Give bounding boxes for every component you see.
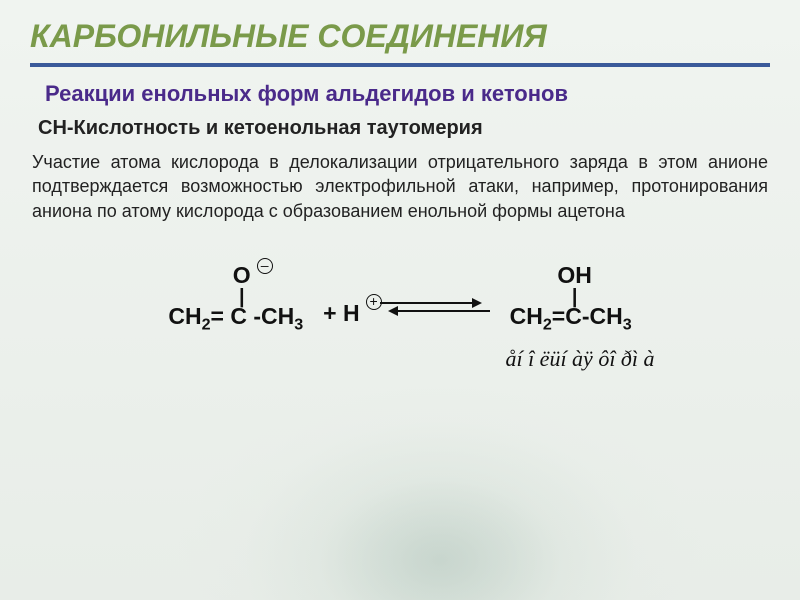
frag: 2 bbox=[202, 315, 211, 333]
bond-vertical: | bbox=[572, 291, 578, 303]
formula-right: CH2=C-CH3 bbox=[510, 303, 632, 335]
oh-label: OH bbox=[557, 262, 592, 288]
section-heading: СН-Кислотность и кетоенольная таутомерия bbox=[0, 117, 800, 150]
minus-charge-icon: – bbox=[257, 258, 273, 274]
frag: = C -CH bbox=[211, 303, 295, 329]
molecule-right: OH | CH2=C-CH3 bbox=[510, 253, 632, 335]
frag: 2 bbox=[543, 315, 552, 333]
plus-h-text: + H bbox=[323, 300, 359, 326]
reaction-row: O – | CH2= C -CH3 + H + OH | CH2=C-CH3 bbox=[0, 241, 800, 339]
formula-left: CH2= C -CH3 bbox=[168, 303, 303, 335]
oxygen-anion: O – bbox=[233, 262, 251, 289]
frag: 3 bbox=[294, 315, 303, 333]
hydroxyl: OH bbox=[557, 262, 592, 289]
frag: =C-CH bbox=[552, 303, 623, 329]
frag: 3 bbox=[623, 315, 632, 333]
arrow-reverse-icon bbox=[390, 310, 490, 312]
slide-subtitle: Реакции енольных форм альдегидов и кетон… bbox=[0, 81, 800, 117]
oxygen-label: O bbox=[233, 262, 251, 288]
body-text: Участие атома кислорода в делокализации … bbox=[0, 150, 800, 241]
slide-title: КАРБОНИЛЬНЫЕ СОЕДИНЕНИЯ bbox=[0, 0, 800, 63]
plus-proton: + H + bbox=[323, 258, 359, 329]
enol-caption: åí î ëüí àÿ ôî ðì à bbox=[0, 346, 800, 372]
molecule-left: O – | CH2= C -CH3 bbox=[168, 253, 303, 335]
bond-vertical: | bbox=[239, 291, 245, 303]
frag: CH bbox=[168, 303, 201, 329]
frag: CH bbox=[510, 303, 543, 329]
title-underline bbox=[30, 63, 770, 67]
arrow-forward-icon bbox=[380, 302, 480, 304]
equilibrium-arrows-icon bbox=[380, 294, 490, 324]
